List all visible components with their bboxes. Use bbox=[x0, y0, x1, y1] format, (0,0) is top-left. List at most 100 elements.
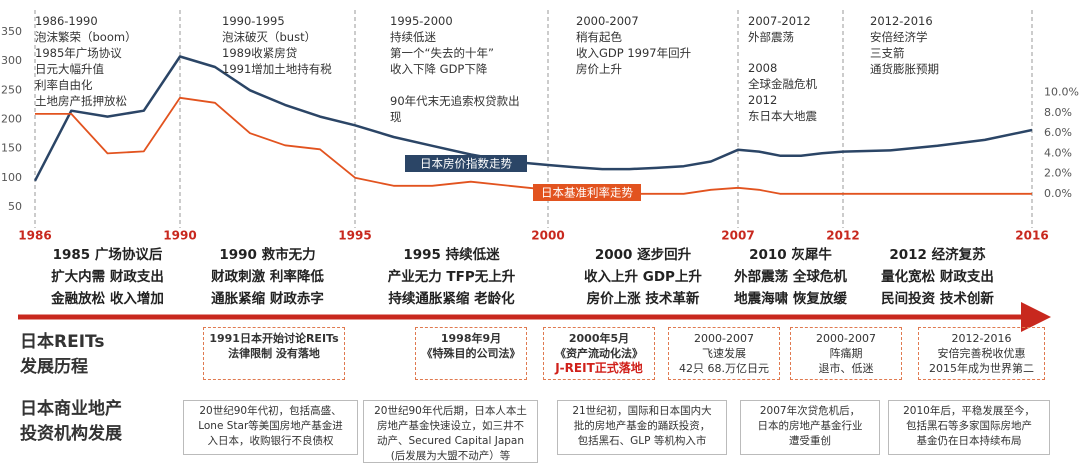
annotation-line: 房价上升 bbox=[576, 62, 622, 76]
phase-line: 1985 广场协议后 bbox=[52, 247, 163, 263]
period-annotation: 1990-1995 泡沫破灭（bust） 1989收紧房贷 1991增加土地持有税 bbox=[222, 13, 332, 77]
phase-line: 2012 经济复苏 bbox=[889, 247, 986, 263]
section-title-line: 日本REITs bbox=[20, 332, 105, 352]
phase-line: 收入上升 GDP上升 bbox=[584, 269, 702, 285]
x-tick-label: 2016 bbox=[1015, 229, 1048, 243]
milestone-line: 法律限制 没有落地 bbox=[228, 347, 320, 360]
institution-note: 20世纪90年代后期，日本人本土 房地产基金快速设立，如三井不 动产、Secured… bbox=[363, 400, 538, 463]
annotation-line: 泡沫破灭（bust） bbox=[222, 30, 317, 44]
x-tick-label: 2007 bbox=[721, 229, 754, 243]
y2-tick-label: 2.0% bbox=[1044, 167, 1072, 180]
phase-line: 1990 救市无力 bbox=[219, 247, 316, 263]
annotation-line: 1989收紧房贷 bbox=[222, 46, 298, 60]
phase-summary: 2000 逐步回升 收入上升 GDP上升 房价上涨 技术革新 bbox=[558, 244, 728, 310]
annotation-line: 2000-2007 bbox=[576, 14, 639, 28]
y-tick-label: 350 bbox=[1, 25, 22, 38]
annotation-line: 通货膨胀预期 bbox=[870, 62, 939, 76]
annotation-line: 全球金融危机 bbox=[748, 77, 817, 91]
institution-note: 2007年次贷危机后， 日本的房地产基金行业 遭受重创 bbox=[740, 400, 880, 455]
phase-summary: 1990 救市无力 财政刺激 利率降低 通胀紧缩 财政赤字 bbox=[183, 244, 353, 310]
annotation-line: 1990-1995 bbox=[222, 14, 285, 28]
section-title-line: 日本商业地产 bbox=[20, 399, 122, 419]
annotation-line: 三支箭 bbox=[870, 46, 905, 60]
phase-line: 金融放松 收入增加 bbox=[51, 291, 164, 307]
annotation-line: 2012-2016 bbox=[870, 14, 933, 28]
legend-box bbox=[533, 184, 641, 201]
milestone-line: 阵痛期 bbox=[829, 347, 863, 360]
note-line: 入日本，收购银行不良债权 bbox=[207, 435, 334, 447]
period-annotation: 2008 全球金融危机 2012 东日本大地震 bbox=[748, 60, 817, 124]
note-line: Lone Star等美国房地产基金进 bbox=[198, 420, 343, 432]
milestone-line: 安倍完善税收优惠 bbox=[937, 347, 1026, 360]
annotation-line: 收入GDP 1997年回升 bbox=[576, 46, 692, 60]
note-line: 21世纪初，国际和日本国内大 bbox=[572, 405, 712, 417]
annotation-line: 泡沫繁荣（boom） bbox=[35, 30, 137, 44]
section-title-line: 投资机构发展 bbox=[20, 424, 122, 444]
phase-summary: 2010 灰犀牛 外部震荡 全球危机 地震海啸 恢复放缓 bbox=[706, 244, 876, 310]
phase-summary: 1985 广场协议后 扩大内需 财政支出 金融放松 收入增加 bbox=[23, 244, 193, 310]
note-line: (后发展为大盟不动产）等 bbox=[390, 450, 511, 462]
y2-tick-label: 10.0% bbox=[1044, 86, 1079, 99]
phase-line: 外部震荡 全球危机 bbox=[734, 269, 847, 285]
note-line: 日本的房地产基金行业 bbox=[757, 420, 863, 432]
milestone-line: 退市、低迷 bbox=[818, 362, 874, 375]
y-tick-label: 200 bbox=[1, 113, 22, 126]
annotation-line: 2007-2012 bbox=[748, 14, 811, 28]
y2-tick-label: 8.0% bbox=[1044, 106, 1072, 119]
note-line: 2007年次贷危机后， bbox=[759, 405, 861, 417]
phase-line: 扩大内需 财政支出 bbox=[51, 269, 164, 285]
period-annotation: 2007-2012 外部震荡 bbox=[748, 13, 811, 45]
note-line: 批的房地产基金的踊跃投资， bbox=[573, 420, 711, 432]
milestone-line: 《特殊目的公司法》 bbox=[421, 347, 521, 360]
annotation-line: 利率自由化 bbox=[35, 78, 93, 92]
note-line: 动产、Secured Capital Japan bbox=[376, 435, 525, 447]
phase-line: 2000 逐步回升 bbox=[594, 247, 692, 263]
period-annotation: 2000-2007 稍有起色收入GDP 1997年回升 房价上升 bbox=[576, 13, 691, 77]
note-line: 包括黑石、GLP 等机构入市 bbox=[577, 435, 707, 447]
annotation-line: 持续低迷 bbox=[390, 30, 436, 44]
annotation-line: 收入下降 GDP下降 bbox=[390, 62, 488, 76]
period-annotation: 1986-1990 泡沫繁荣（boom） 1985年广场协议 日元大幅升值 利率自由化土… bbox=[35, 13, 137, 109]
series-line bbox=[35, 96, 1032, 195]
annotation-line: 外部震荡 bbox=[748, 30, 794, 44]
legend-label: 日本房价指数走势 bbox=[420, 157, 512, 171]
phase-line: 通胀紧缩 财政赤字 bbox=[211, 291, 324, 307]
note-line: 包括黑石等多家国际房地产 bbox=[906, 420, 1032, 432]
annotation-line: 土地房产抵押放松 bbox=[35, 94, 127, 108]
x-tick-label: 2012 bbox=[826, 229, 859, 243]
annotation-line: 东日本大地震 bbox=[748, 109, 817, 123]
phase-line: 房价上涨 技术革新 bbox=[586, 291, 700, 307]
phase-line: 1995 持续低迷 bbox=[403, 247, 500, 263]
y2-tick-label: 4.0% bbox=[1044, 146, 1072, 159]
annotation-line: 90年代末无追索权贷款出现 bbox=[390, 94, 520, 124]
milestone-line: 《资产流动化法》 bbox=[555, 347, 643, 360]
section-title: 日本REITs 发展历程 bbox=[20, 330, 105, 380]
annotation-line: 稍有起色 bbox=[576, 30, 622, 44]
y-tick-label: 300 bbox=[1, 54, 22, 67]
reits-milestone: 2012-2016 安倍完善税收优惠 2015年成为世界第二 bbox=[918, 327, 1045, 380]
reits-milestone: 1991日本开始讨论REITs 法律限制 没有落地 bbox=[203, 327, 345, 380]
y-tick-label: 150 bbox=[1, 142, 22, 155]
y-tick-label: 100 bbox=[1, 171, 22, 184]
phase-line: 持续通胀紧缩 老龄化 bbox=[388, 291, 515, 307]
y-tick-label: 50 bbox=[8, 200, 22, 213]
phase-summary: 2012 经济复苏 量化宽松 财政支出 民间投资 技术创新 bbox=[853, 244, 1023, 310]
milestone-line: 1991日本开始讨论REITs bbox=[209, 332, 339, 345]
annotation-line: 1986-1990 bbox=[35, 14, 98, 28]
period-annotation: 90年代末无追索权贷款出现 bbox=[390, 93, 530, 125]
reits-milestone: 1998年9月 《特殊目的公司法》 bbox=[415, 327, 527, 380]
phase-line: 2010 灰犀牛 bbox=[749, 247, 832, 263]
phase-summary: 1995 持续低迷 产业无力 TFP无上升 持续通胀紧缩 老龄化 bbox=[367, 244, 537, 310]
y2-tick-label: 0.0% bbox=[1044, 187, 1072, 200]
phase-line: 财政刺激 利率降低 bbox=[211, 269, 324, 285]
annotation-line: 安倍经济学 bbox=[870, 30, 928, 44]
legend-label: 日本基准利率走势 bbox=[541, 186, 633, 200]
x-tick-label: 1990 bbox=[163, 229, 196, 243]
x-tick-label: 1986 bbox=[18, 229, 51, 243]
reits-milestone: 2000-2007 阵痛期 退市、低迷 bbox=[790, 327, 902, 380]
annotation-line: 2008 bbox=[748, 61, 778, 75]
period-annotation: 1995-2000 持续低迷 第一个“失去的十年” 收入下降 GDP下降 bbox=[390, 13, 494, 77]
note-line: 基金仍在日本持续布局 bbox=[916, 435, 1022, 447]
